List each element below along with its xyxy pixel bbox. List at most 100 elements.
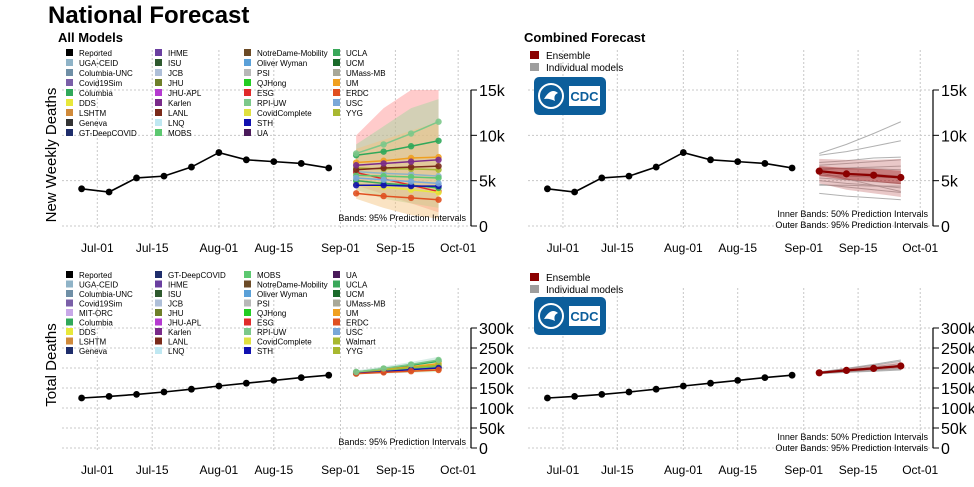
- legend-label: UA: [257, 129, 269, 138]
- note-inner-bands-top: Inner Bands: 50% Prediction Intervals: [777, 209, 928, 219]
- legend-swatch: [333, 89, 340, 96]
- reported-point: [761, 160, 769, 167]
- legend-label: Geneva: [79, 347, 108, 356]
- legend-swatch: [333, 309, 340, 316]
- reported-point: [78, 185, 86, 193]
- x-tick-label: Sep-01: [321, 463, 360, 477]
- model-forecast-line: [356, 364, 439, 374]
- reported-point: [133, 174, 140, 182]
- y-tick-label: 0: [479, 441, 488, 458]
- x-tick-label: Oct-01: [440, 463, 476, 477]
- model-forecast-point: [352, 368, 360, 376]
- legend-swatch: [244, 119, 251, 126]
- legend-label: GT-DeepCOVID: [168, 271, 226, 280]
- y-tick-label: 300k: [941, 321, 974, 338]
- x-tick-label: Sep-15: [839, 463, 878, 477]
- individual-model-line: [819, 174, 901, 179]
- legend-swatch: [66, 271, 73, 278]
- legend-label: JHU: [168, 79, 184, 88]
- model-forecast-point: [407, 182, 415, 190]
- legend-label: NotreDame-Mobility: [257, 49, 328, 58]
- model-forecast-line: [356, 159, 439, 167]
- legend-swatch: [66, 347, 73, 354]
- reported-point: [571, 393, 579, 400]
- x-tick-label: Aug-01: [664, 241, 703, 255]
- y-tick-label: 50k: [479, 421, 506, 438]
- y-tick-label: 100k: [941, 401, 974, 418]
- legend-swatch: [244, 328, 251, 335]
- y-tick-label: 0: [941, 441, 950, 458]
- reported-line: [547, 151, 793, 193]
- x-tick-label: Oct-01: [902, 463, 938, 477]
- cdc-mark-text: CDC: [570, 309, 599, 324]
- reported-point: [734, 158, 742, 166]
- legend-label: Oliver Wyman: [257, 59, 307, 68]
- model-forecast-point: [435, 189, 442, 196]
- legend-label: UCM: [346, 290, 365, 299]
- legend-label: UMass-MB: [346, 300, 386, 309]
- note-all-top: Bands: 95% Prediction Intervals: [338, 213, 466, 223]
- legend-label: UM: [346, 309, 359, 318]
- ylabel-weekly-deaths: New Weekly Deaths: [43, 88, 60, 223]
- legend-label: YYG: [346, 109, 363, 118]
- model-forecast-point: [407, 194, 415, 202]
- x-tick-label: Sep-15: [376, 241, 415, 255]
- individual-model-line: [819, 156, 901, 164]
- x-tick-label: Sep-01: [321, 241, 360, 255]
- legend-swatch: [244, 318, 251, 326]
- note-combined-top: Inner Bands: 50% Prediction Intervals Ou…: [775, 209, 928, 230]
- legend-swatch: [333, 280, 340, 288]
- legend-swatch: [244, 99, 251, 106]
- legend-label: USC: [346, 99, 363, 108]
- x-tick-label: Aug-01: [200, 463, 239, 477]
- reported-point: [215, 149, 223, 156]
- legend-label: ISU: [168, 59, 182, 68]
- reported-point: [270, 377, 278, 384]
- legend-label: Reported: [79, 271, 112, 280]
- y-tick-label: 10k: [941, 128, 968, 145]
- cdc-logo-top: CDC: [534, 77, 606, 115]
- reported-line: [81, 151, 329, 193]
- model-forecast-point: [435, 174, 442, 182]
- legend-swatch: [155, 99, 162, 106]
- reported-point: [788, 371, 796, 379]
- legend-swatch: [66, 59, 73, 66]
- y-tick-label: 10k: [479, 128, 506, 145]
- legend-swatch-ensemble: [530, 51, 539, 59]
- note-bands-95-bottom: Bands: 95% Prediction Intervals: [338, 437, 466, 447]
- legend-swatch: [66, 280, 73, 288]
- model-forecast-point: [407, 361, 415, 368]
- y-tick-label: 50k: [941, 421, 968, 438]
- individual-model-line: [819, 159, 901, 166]
- model-forecast-line: [355, 121, 439, 155]
- legend-swatch: [333, 290, 340, 297]
- legend-swatch: [155, 89, 162, 96]
- model-forecast-point: [435, 356, 442, 364]
- legend-swatch: [155, 347, 162, 354]
- legend-swatch: [244, 309, 251, 316]
- individual-model-line: [819, 369, 901, 375]
- model-forecast-point: [380, 365, 387, 372]
- model-forecast-point: [407, 143, 415, 150]
- x-tick-label: Jul-01: [547, 463, 580, 477]
- legend-swatch: [155, 119, 162, 126]
- legend-label: LNQ: [168, 347, 184, 356]
- legend-swatch: [333, 347, 340, 354]
- legend-swatch: [333, 271, 340, 278]
- reported-point: [788, 164, 796, 172]
- model-forecast-point: [407, 368, 415, 375]
- ensemble-line: [819, 364, 901, 374]
- legend-swatch: [333, 318, 340, 326]
- reported-point: [571, 188, 579, 196]
- legend-label: LNQ: [168, 119, 184, 128]
- legend-swatch: [66, 290, 73, 297]
- legend-swatch: [333, 69, 340, 76]
- individual-model-line: [819, 121, 902, 154]
- legend-label: JHU: [168, 309, 184, 318]
- y-tick-label: 250k: [941, 341, 974, 358]
- legend-swatch: [155, 129, 162, 136]
- legend-swatch: [66, 109, 73, 116]
- legend-swatch: [155, 271, 162, 278]
- x-tick-label: Sep-15: [839, 241, 878, 255]
- legend-label: LSHTM: [79, 109, 106, 118]
